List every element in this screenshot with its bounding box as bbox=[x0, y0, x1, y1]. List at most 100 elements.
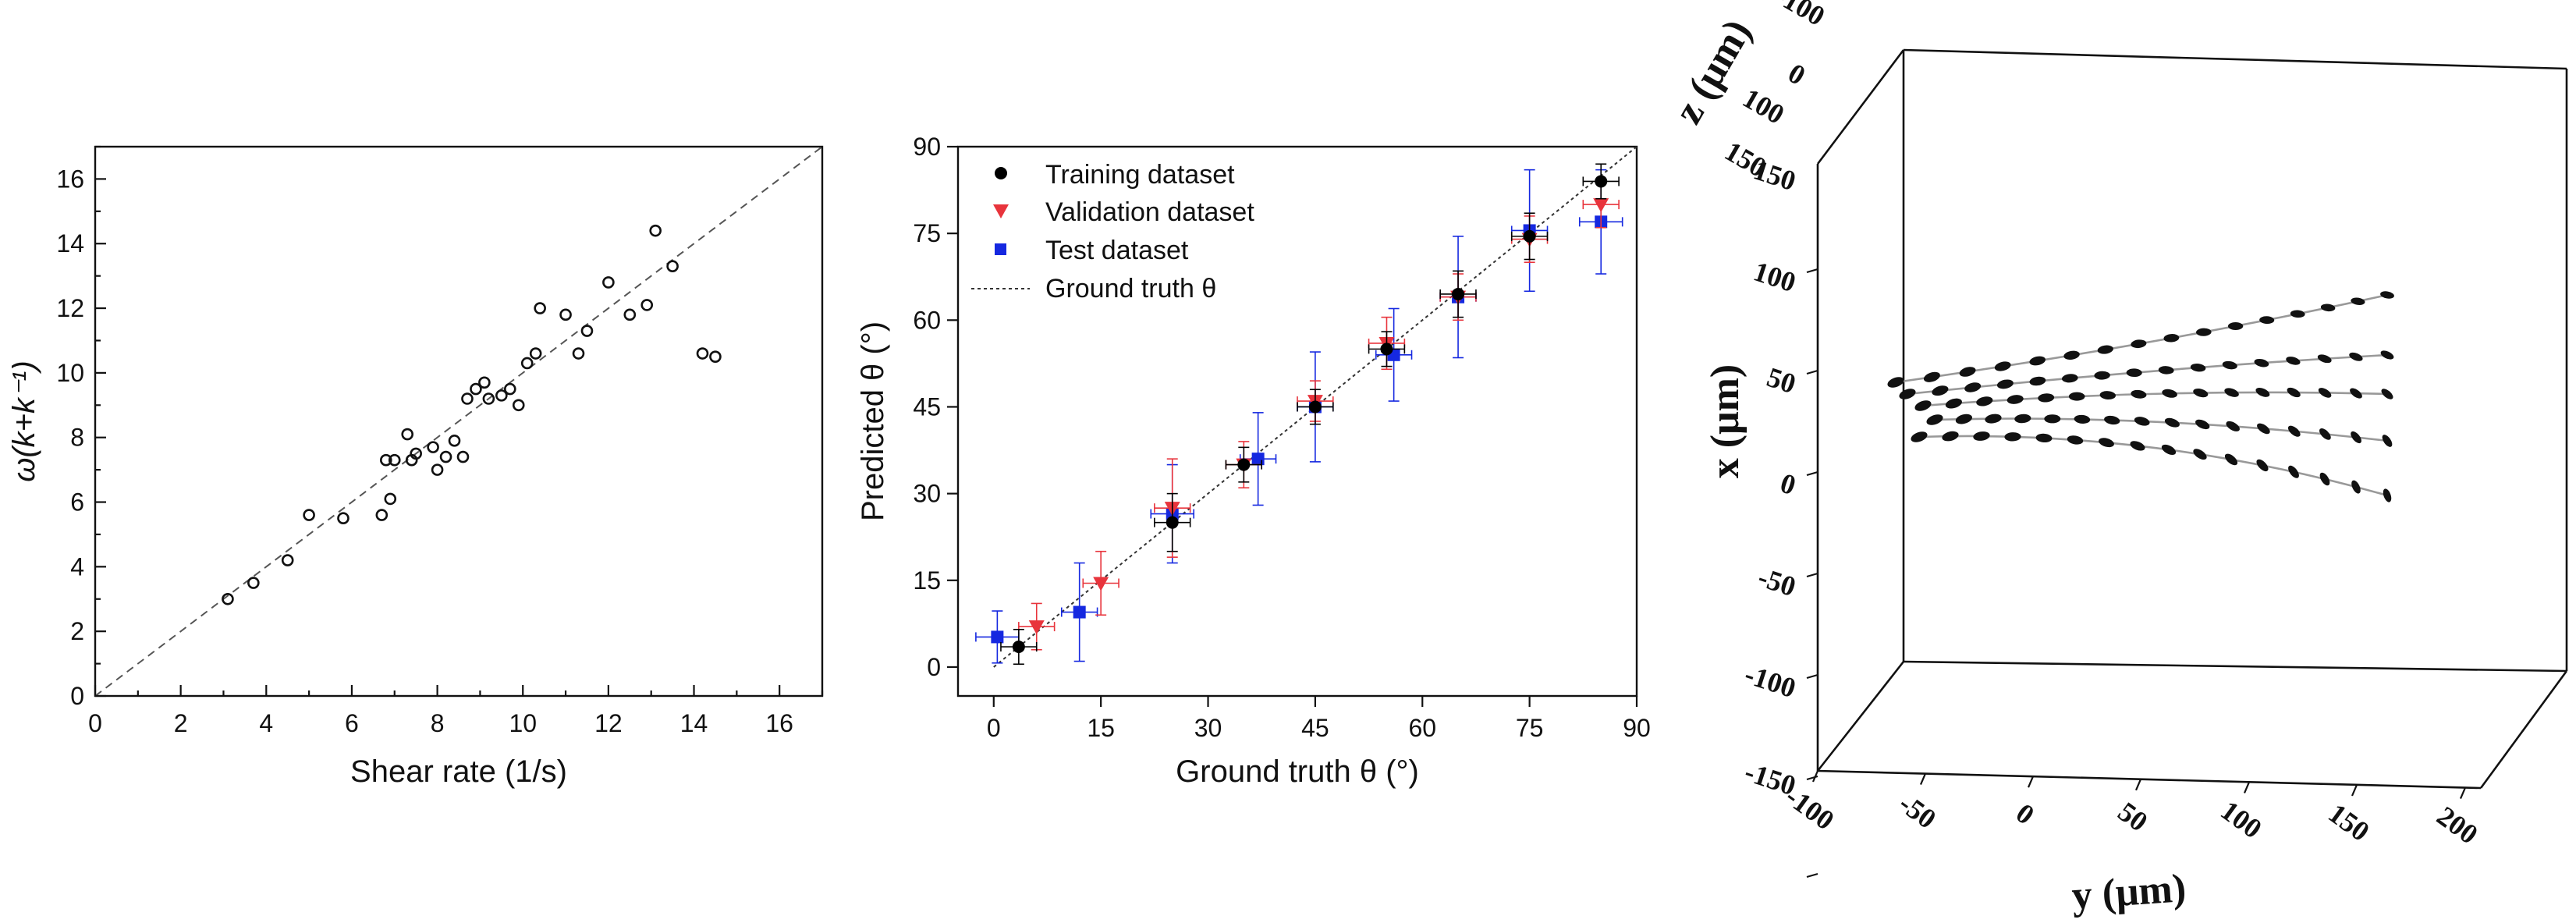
particle-marker bbox=[2131, 339, 2147, 349]
particle-marker bbox=[2029, 376, 2046, 386]
data-point bbox=[1452, 287, 1465, 300]
y-tick-label: 0 bbox=[927, 653, 941, 681]
data-point bbox=[222, 592, 234, 605]
particle-marker bbox=[2317, 354, 2332, 364]
x-tick-label: 12 bbox=[594, 709, 623, 737]
x-tick bbox=[1806, 673, 1818, 680]
box-edge bbox=[1903, 48, 2567, 70]
reference-line bbox=[94, 146, 823, 697]
particle-marker bbox=[2061, 374, 2078, 383]
particle-marker bbox=[2256, 459, 2269, 472]
y-axis-label: ω(k+k⁻¹) bbox=[7, 360, 41, 482]
particle-marker bbox=[2380, 291, 2394, 299]
x-tick bbox=[1806, 872, 1818, 879]
particle-marker bbox=[2319, 428, 2331, 440]
y-tick-label: 12 bbox=[56, 294, 84, 322]
legend: Training dataset Validation dataset Test… bbox=[971, 160, 1254, 304]
legend-marker-test bbox=[995, 243, 1006, 255]
particle-marker bbox=[2131, 389, 2147, 399]
x-tick-label: 8 bbox=[431, 709, 445, 737]
particle-marker bbox=[1932, 385, 1949, 396]
trajectory bbox=[1926, 414, 2393, 447]
z-tick-label: 0 bbox=[1783, 57, 1811, 91]
data-point bbox=[456, 450, 470, 463]
y-tick-label: 0 bbox=[2010, 797, 2040, 831]
trajectory bbox=[1887, 291, 2394, 388]
y-tick-label: 45 bbox=[913, 392, 941, 421]
data-point bbox=[1380, 343, 1393, 356]
y-tick-label: 14 bbox=[56, 229, 84, 257]
data-point bbox=[580, 325, 594, 337]
particle-marker bbox=[2038, 393, 2055, 403]
trajectory bbox=[1914, 387, 2393, 411]
data-point bbox=[1595, 175, 1608, 188]
x-tick-label: 0 bbox=[88, 709, 102, 737]
particle-marker bbox=[2193, 389, 2209, 398]
particle-marker bbox=[1985, 414, 2002, 424]
x-tick-label: -100 bbox=[1741, 659, 1800, 704]
particle-marker bbox=[1994, 361, 2011, 371]
y-tick-label: 6 bbox=[70, 488, 84, 517]
particle-marker bbox=[2104, 415, 2120, 425]
plot-frame bbox=[94, 145, 824, 698]
particle-marker bbox=[2074, 414, 2091, 424]
data-point bbox=[1012, 641, 1025, 654]
x-tick-label: -50 bbox=[1755, 561, 1800, 602]
particle-marker bbox=[2004, 432, 2021, 442]
particle-marker bbox=[2254, 358, 2269, 367]
data-point bbox=[337, 512, 349, 525]
box-edge bbox=[1816, 49, 1905, 165]
particle-marker bbox=[2099, 391, 2116, 400]
x-tick bbox=[1806, 572, 1818, 578]
data-point bbox=[666, 260, 679, 273]
particle-marker bbox=[2286, 357, 2301, 365]
y-tick bbox=[2351, 784, 2358, 797]
particle-marker bbox=[2163, 334, 2180, 343]
data-point bbox=[1166, 516, 1179, 529]
particle-marker bbox=[2349, 352, 2363, 361]
data-point bbox=[649, 224, 662, 237]
y-tick bbox=[2459, 787, 2467, 800]
particle-marker bbox=[2318, 388, 2332, 398]
x-axis-label: Ground truth θ (°) bbox=[1176, 754, 1419, 789]
y-axis-ticks: 0 15 30 45 60 75 90 bbox=[913, 133, 958, 681]
y-tick bbox=[2134, 779, 2142, 791]
data-point bbox=[512, 399, 525, 412]
particle-marker bbox=[2382, 435, 2393, 447]
particle-marker bbox=[1911, 431, 1928, 442]
particle-marker bbox=[1976, 396, 1993, 406]
legend-label-test: Test dataset bbox=[1045, 236, 1189, 265]
particle-marker bbox=[1945, 398, 1962, 409]
particle-marker bbox=[2190, 363, 2206, 372]
particle-marker bbox=[2067, 435, 2084, 445]
particle-marker bbox=[2319, 472, 2330, 486]
particle-marker bbox=[1973, 431, 1990, 441]
x-tick-label: 6 bbox=[345, 709, 359, 737]
y-tick bbox=[2027, 776, 2035, 788]
panel-shear-rate-chart: 0 2 4 6 8 10 12 14 16 0 2 4 6 8 10 12 14 16 Shear rate (… bbox=[7, 145, 824, 789]
data-point bbox=[1308, 400, 1322, 414]
data-point bbox=[384, 492, 397, 506]
particle-marker bbox=[2044, 414, 2061, 424]
trajectory bbox=[1911, 431, 2392, 502]
particle-marker bbox=[2288, 465, 2299, 478]
x-tick-label: 60 bbox=[1408, 714, 1436, 742]
x-tick bbox=[1806, 470, 1818, 477]
particle-marker bbox=[2195, 419, 2210, 430]
particle-marker bbox=[2257, 423, 2270, 435]
data-points bbox=[222, 224, 722, 605]
y-tick-label: 150 bbox=[2322, 797, 2375, 847]
data-point bbox=[281, 554, 294, 566]
plot-frame bbox=[956, 145, 1638, 698]
particle-marker bbox=[2351, 297, 2365, 305]
x-axis-label: x (μm) bbox=[1703, 364, 1747, 478]
legend-marker-training bbox=[995, 167, 1007, 179]
data-point bbox=[470, 382, 482, 396]
x-axis-ticks: 0 15 30 45 60 75 90 bbox=[987, 696, 1651, 742]
y-tick-label: 10 bbox=[56, 359, 84, 387]
x-tick-label: 50 bbox=[1763, 361, 1800, 399]
x-axis-label: Shear rate (1/s) bbox=[350, 754, 567, 789]
x-tick-label: 45 bbox=[1301, 714, 1329, 742]
box-edge bbox=[2479, 670, 2568, 789]
y-tick-label: -50 bbox=[1893, 787, 1942, 835]
